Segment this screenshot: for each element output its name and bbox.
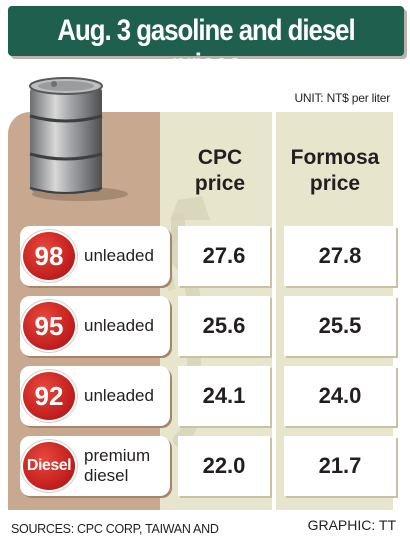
grade-badge: 95 bbox=[23, 302, 75, 350]
column-header-cpc: CPC price bbox=[194, 146, 246, 195]
column-header-formosa: Formosa price bbox=[290, 146, 380, 195]
sources-credit: SOURCES: CPC CORP, TAIWAN AND bbox=[11, 522, 219, 536]
title-bar: Aug. 3 gasoline and diesel prices bbox=[8, 6, 404, 81]
grade-badge: Diesel bbox=[23, 442, 75, 490]
grade-cell: Diesel premium diesel bbox=[20, 436, 170, 496]
price-formosa: 24.0 bbox=[284, 366, 396, 426]
grade-label: premium diesel bbox=[84, 446, 151, 485]
grade-cell: 95 unleaded bbox=[20, 296, 170, 356]
table-row: 95 unleaded 25.6 25.5 bbox=[8, 296, 396, 356]
price-cpc: 25.6 bbox=[178, 296, 270, 356]
grade-label: unleaded bbox=[84, 246, 154, 265]
grade-badge-label: 92 bbox=[34, 381, 64, 411]
price-cpc: 27.6 bbox=[178, 226, 270, 286]
table-row: 92 unleaded 24.1 24.0 bbox=[8, 366, 396, 426]
price-cpc: 24.1 bbox=[178, 366, 270, 426]
unit-label: UNIT: NT$ per liter bbox=[294, 91, 390, 105]
grade-badge-label: 98 bbox=[34, 241, 64, 271]
grade-label: unleaded bbox=[84, 316, 154, 335]
oil-barrel-icon bbox=[29, 77, 128, 201]
grade-label: unleaded bbox=[84, 386, 154, 405]
column-divider bbox=[272, 112, 276, 510]
grade-badge-label: 95 bbox=[34, 311, 64, 341]
grade-badge-label: Diesel bbox=[26, 457, 72, 474]
page-title: Aug. 3 gasoline and diesel prices bbox=[57, 14, 355, 81]
table-row: Diesel premium diesel 22.0 21.7 bbox=[8, 436, 396, 496]
price-formosa: 25.5 bbox=[284, 296, 396, 356]
table-row: 98 unleaded 27.6 27.8 bbox=[8, 226, 396, 286]
price-formosa: 21.7 bbox=[284, 436, 396, 496]
grade-badge: 98 bbox=[23, 232, 75, 280]
price-cpc: 22.0 bbox=[178, 436, 270, 496]
grade-badge: 92 bbox=[23, 372, 75, 420]
price-formosa: 27.8 bbox=[284, 226, 396, 286]
graphic-credit: GRAPHIC: TT bbox=[307, 517, 396, 533]
grade-cell: 98 unleaded bbox=[20, 226, 170, 286]
grade-cell: 92 unleaded bbox=[20, 366, 170, 426]
